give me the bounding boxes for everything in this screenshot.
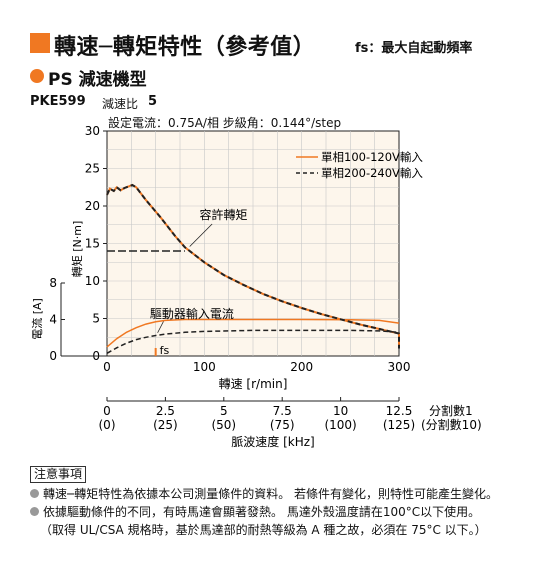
torque-tick-label: 25 — [85, 162, 100, 176]
note-continuation: （取得 UL/CSA 規格時，基於馬達部的耐熱等級為 A 種之故，必須在 75°… — [40, 523, 487, 537]
model-name: PKE599 — [30, 94, 86, 109]
page-title: 轉速─轉矩特性（參考值） — [54, 35, 316, 60]
series-lines — [106, 183, 400, 354]
current-axis: 0 4 8 — [49, 276, 107, 363]
torque-tick-label: 5 — [92, 312, 100, 326]
series-heading: PS 減速機型 — [48, 70, 147, 90]
pulse-tick-sublabel: (50) — [211, 418, 236, 432]
gear-ratio-label: 減速比 — [102, 97, 139, 111]
pulse-tick-label: 5 — [220, 404, 228, 418]
torque-axis-label: 轉矩 [N·m] — [71, 221, 84, 278]
speed-axis-label: 轉速 [r/min] — [219, 377, 288, 391]
pulse-tick-label: 2.5 — [156, 404, 175, 418]
current-tick-label: 0 — [49, 349, 57, 363]
fs-definition-note: fs：最大自起動頻率 — [355, 41, 473, 56]
pulse-tick-sublabel: (100) — [324, 418, 356, 432]
legend-label-series-1: 單相100-120V輸入 — [321, 150, 423, 164]
bullet-icon — [30, 507, 39, 516]
pulse-tick-sublabel: (125) — [383, 418, 415, 432]
gear-ratio-value: 5 — [148, 94, 158, 109]
speed-tick-label: 200 — [290, 360, 313, 374]
pulse-tick-label: 7.5 — [273, 404, 292, 418]
holding-torque-label: 容許轉矩 — [199, 207, 247, 222]
speed-axis-ticks: 0 100 200 300 — [103, 360, 410, 374]
series-bullet-icon — [30, 69, 44, 83]
pulse-tick-sublabel: (25) — [153, 418, 178, 432]
notes-heading: 注意事項 — [30, 466, 87, 483]
current-tick-label: 4 — [49, 313, 57, 327]
pulse-tick-label: 10 — [333, 404, 348, 418]
pulse-tick-sublabel: (0) — [99, 418, 116, 432]
torque-tick-label: 30 — [85, 124, 100, 138]
note-item-1: 轉速─轉矩特性為依據本公司測量條件的資料。 若條件有變化，則特性可能產生變化。 — [30, 485, 498, 502]
division-1-label: 分割數1 — [429, 403, 473, 418]
note-item-2: 依據驅動條件的不同，有時馬達會顯著發熱。 馬達外殼溫度請在100°C以下使用。 — [30, 503, 480, 520]
current-axis-label: 電流 [A] — [30, 298, 44, 340]
current-tick-label: 8 — [49, 276, 57, 290]
legend-label-series-2: 單相200-240V輸入 — [321, 166, 423, 180]
speed-tick-label: 0 — [103, 360, 111, 374]
speed-tick-label: 100 — [193, 360, 216, 374]
torque-tick-label: 20 — [85, 199, 100, 213]
holding-torque-leader — [189, 223, 213, 247]
title-accent-square — [30, 33, 50, 53]
grid-lines — [107, 131, 399, 356]
fs-label: fs — [160, 344, 170, 357]
current-label-leader — [157, 321, 164, 333]
bullet-icon — [30, 489, 39, 498]
test-conditions: 設定電流：0.75A/相 步級角：0.144°/step — [108, 116, 342, 130]
speed-tick-label: 300 — [388, 360, 411, 374]
pulse-axis-label: 脈波速度 [kHz] — [231, 434, 314, 449]
pulse-tick-label: 12.5 — [386, 404, 413, 418]
division-10-label: (分割數10) — [421, 417, 482, 432]
pulse-speed-axis: 0(0) 2.5(25) 5(50) 7.5(75) 10(100) 12.5(125) 分… — [99, 397, 482, 449]
pulse-tick-sublabel: (75) — [270, 418, 295, 432]
torque-tick-label: 10 — [85, 274, 100, 288]
torque-curve-series-2 — [106, 183, 400, 349]
current-curve-label: 驅動器輸入電流 — [150, 306, 234, 321]
torque-tick-label: 15 — [85, 237, 100, 251]
pulse-tick-label: 0 — [103, 404, 111, 418]
